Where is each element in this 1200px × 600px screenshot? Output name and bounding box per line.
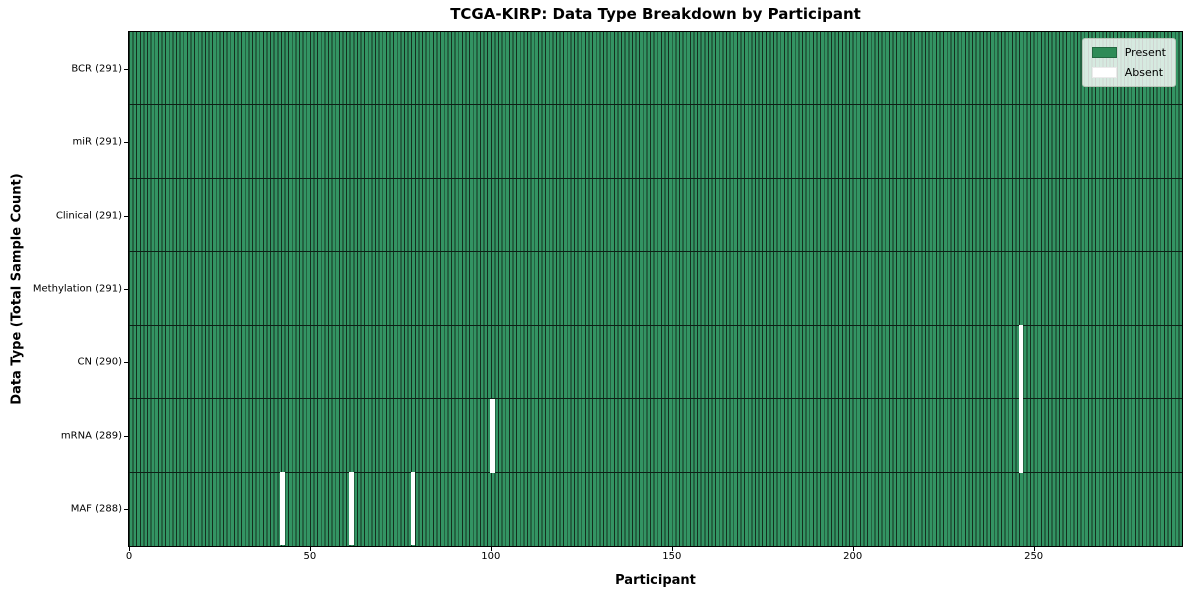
chart-title: TCGA-KIRP: Data Type Breakdown by Partic… [450,5,861,23]
x-tick-label-150: 150 [662,551,682,562]
legend-label-present: Present [1124,46,1166,59]
y-tick-mark [124,215,128,217]
x-tick-mark [1033,547,1035,551]
y-tick-mark [124,289,128,290]
x-tick-label-50: 50 [303,551,317,562]
absent-swatch [1091,67,1117,78]
y-tick-mark [124,68,128,70]
y-tick-mark [124,509,128,511]
y-tick-mark [124,142,128,144]
y-tick-label-mir: miR (291) [72,136,122,148]
plot-area: Present Absent [128,31,1183,547]
y-tick-label-methylation: Methylation (291) [32,283,122,295]
heatmap-row-methylation [129,252,1182,326]
x-tick-mark [671,547,673,551]
heatmap-row-mir [129,105,1182,179]
y-tick-mark [124,435,128,437]
legend-entry-present: Present [1091,46,1166,59]
present-swatch [1091,47,1117,58]
absent-cell-maf-42 [280,472,286,546]
legend: Present Absent [1081,38,1176,87]
x-axis-label: Participant [615,573,696,588]
y-tick-label-clinical: Clinical (291) [55,210,122,222]
x-tick-mark [309,547,311,551]
x-tick-label-200: 200 [843,551,863,562]
absent-cell-mrna-100 [490,398,495,474]
x-tick-label-100: 100 [481,551,501,562]
x-tick-label-250: 250 [1024,551,1044,562]
absent-cell-maf-78 [410,472,416,546]
heatmap-row-bcr [129,32,1182,106]
x-tick-mark [852,547,854,551]
x-tick-mark [490,547,492,551]
y-tick-mark [124,362,128,364]
x-tick-mark [129,547,130,551]
absent-cell-cn-246 [1018,325,1024,400]
y-tick-label-mrna: mRNA (289) [60,430,122,442]
y-tick-label-cn: CN (290) [77,356,122,368]
y-tick-label-maf: MAF (288) [70,503,122,515]
absent-cell-mrna-246 [1018,398,1024,474]
y-tick-label-bcr: BCR (291) [71,63,122,75]
heatmap-row-clinical [129,178,1182,253]
heatmap-row-mrna [129,399,1182,473]
heatmap-row-maf [129,472,1182,546]
legend-label-absent: Absent [1124,66,1164,79]
legend-entry-absent: Absent [1091,66,1166,79]
x-tick-label-0: 0 [125,551,133,562]
heatmap-row-cn [129,325,1182,400]
absent-cell-maf-61 [349,472,354,546]
